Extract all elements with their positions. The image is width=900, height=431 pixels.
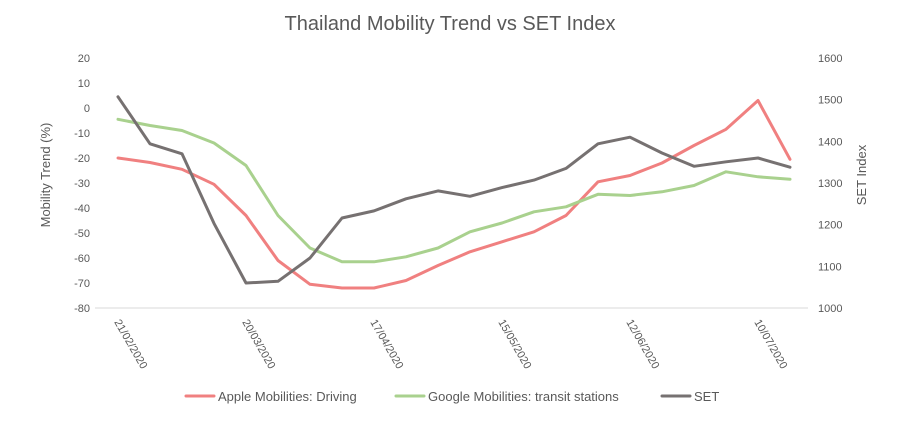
legend-label: Google Mobilities: transit stations — [428, 389, 619, 404]
y-left-tick-label: -20 — [74, 153, 90, 165]
y-left-tick-label: -50 — [74, 228, 90, 240]
axes: 20 10 0 -10 -20 -30 -40 -50 -60 -70 -80 1600 1500 140… — [74, 53, 842, 371]
x-tick-label: 21/02/2020 — [111, 318, 149, 372]
y-right-tick-label: 1600 — [818, 53, 842, 65]
y-right-tick-label: 1000 — [818, 303, 842, 315]
x-tick-label: 20/03/2020 — [239, 318, 277, 372]
y-left-tick-label: -40 — [74, 203, 90, 215]
x-tick-label: 15/05/2020 — [495, 318, 533, 372]
x-tick-label: 10/07/2020 — [751, 318, 789, 372]
series-line-1 — [116, 99, 792, 290]
y-axis-right-label: SET Index — [854, 144, 869, 205]
y-left-tick-label: -10 — [74, 128, 90, 140]
series-line-3 — [116, 95, 792, 285]
y-right-tick-label: 1300 — [818, 178, 842, 190]
y-right-tick-label: 1500 — [818, 95, 842, 107]
y-right-tick-label: 1400 — [818, 136, 842, 148]
y-left-tick-label: -30 — [74, 178, 90, 190]
plot-area — [116, 95, 792, 290]
y-axis-left-label: Mobility Trend (%) — [38, 123, 53, 228]
y-right-tick-label: 1100 — [818, 261, 842, 273]
y-left-tick-label: 10 — [78, 78, 90, 90]
y-right-tick-label: 1200 — [818, 220, 842, 232]
y-left-tick-label: -70 — [74, 278, 90, 290]
series-line-2 — [116, 117, 792, 264]
chart-title: Thailand Mobility Trend vs SET Index — [285, 13, 616, 35]
y-left-tick-label: 20 — [78, 53, 90, 65]
legend-label: Apple Mobilities: Driving — [218, 389, 357, 404]
y-left-tick-label: 0 — [84, 103, 90, 115]
x-tick-label: 17/04/2020 — [367, 318, 405, 372]
y-left-tick-label: -60 — [74, 253, 90, 265]
x-tick-label: 12/06/2020 — [623, 318, 661, 372]
legend: Apple Mobilities: Driving Google Mobiliti… — [184, 389, 719, 404]
legend-label: SET — [694, 389, 719, 404]
y-left-tick-label: -80 — [74, 303, 90, 315]
